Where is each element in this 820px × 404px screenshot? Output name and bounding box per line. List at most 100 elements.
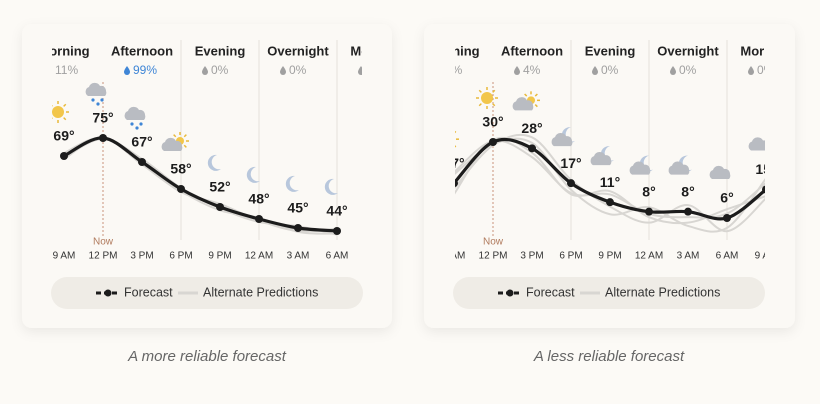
- precip-drop: [202, 66, 208, 75]
- forecast-point: [294, 224, 302, 232]
- weather-icon: [124, 106, 146, 130]
- temp-label: 8°: [681, 183, 694, 199]
- forecast-point: [99, 134, 107, 142]
- precip-drop: [514, 66, 520, 75]
- temp-label: 17°: [560, 155, 581, 171]
- x-tick-label: 9 AM: [443, 251, 466, 262]
- forecast-point: [606, 198, 614, 207]
- weather-icon: [285, 175, 299, 192]
- x-tick-label: 3 AM: [677, 251, 700, 262]
- precip-value: 99%: [133, 63, 157, 77]
- period-name: Morning: [740, 43, 791, 58]
- alternate-line: [455, 136, 765, 225]
- period-name: Evening: [195, 43, 246, 58]
- forecast-point: [489, 138, 497, 146]
- temp-label: 58°: [170, 161, 191, 177]
- precip-drop: [124, 66, 130, 75]
- legend-pill: [453, 277, 765, 309]
- precip-value: 1%: [445, 63, 463, 77]
- temp-label: 45°: [287, 200, 308, 216]
- temp-label: 67°: [131, 134, 152, 150]
- forecast-point: [333, 227, 341, 235]
- period-name: Evening: [585, 43, 636, 58]
- x-tick-label: 3 PM: [130, 251, 153, 262]
- precip-drop: [592, 66, 598, 75]
- legend: Forecast Alternate Predictions: [453, 277, 765, 309]
- temp-label: 15°: [755, 161, 776, 177]
- temp-label: 6°: [720, 190, 733, 206]
- legend-pill: [51, 277, 363, 309]
- forecast-point: [762, 185, 765, 194]
- x-tick-label: 3 PM: [520, 251, 543, 262]
- legend: Forecast Alternate Predictions: [51, 277, 363, 309]
- precip-drop: [280, 66, 286, 75]
- legend-swatch: [506, 289, 514, 297]
- x-tick-label: 9 PM: [208, 251, 231, 262]
- period-name: Afternoon: [501, 43, 563, 58]
- temp-label: 52°: [209, 179, 230, 195]
- forecast-point: [255, 215, 263, 223]
- weather-icon: [476, 87, 498, 109]
- caption: A less reliable forecast: [533, 348, 685, 365]
- temp-label: 69°: [53, 128, 74, 144]
- x-tick-label: 12 PM: [89, 251, 118, 262]
- weather-icon: [709, 165, 731, 179]
- precip-value: 0%: [211, 63, 229, 77]
- period-name: Morning: [350, 43, 401, 58]
- x-tick-label: 12 AM: [245, 251, 273, 262]
- x-tick-label: 9 AM: [755, 251, 778, 262]
- temp-label: 8°: [642, 183, 655, 199]
- x-tick-label: 6 PM: [559, 251, 582, 262]
- precip-value: 0%: [679, 63, 697, 77]
- precip-value: 11%: [55, 63, 78, 77]
- forecast-chart: Now Morning 11% Afternoon 99% Evening 0% Overni…: [52, 40, 401, 262]
- forecast-point: [528, 144, 536, 153]
- forecast-point: [684, 207, 692, 216]
- temp-label: 11°: [600, 174, 620, 190]
- weather-icon: [748, 137, 765, 151]
- temp-label: 28°: [521, 120, 542, 136]
- period-name: Overnight: [657, 43, 719, 58]
- precip-value: 0%: [289, 63, 307, 77]
- forecast-point: [216, 203, 224, 211]
- legend-label: Forecast: [526, 285, 575, 299]
- forecast-point: [177, 185, 185, 193]
- weather-icon: [629, 155, 653, 175]
- x-tick-label: 6 AM: [716, 251, 739, 262]
- x-tick-label: 6 AM: [326, 251, 349, 262]
- legend-swatch: [104, 289, 112, 297]
- forecast-chart: Now Morning 1% Afternoon 4% Evening 0% Overnigh…: [428, 40, 791, 262]
- weather-icon: [455, 130, 459, 148]
- temp-label: 30°: [482, 114, 503, 130]
- period-name: Afternoon: [111, 43, 173, 58]
- temp-label: 48°: [248, 191, 269, 207]
- precip-drop: [748, 66, 754, 75]
- now-label: Now: [93, 237, 114, 248]
- precip-drop: [670, 66, 676, 75]
- temp-label: 75°: [92, 110, 113, 126]
- x-tick-label: 9 AM: [53, 251, 76, 262]
- period-name: Morning: [428, 43, 479, 58]
- legend-label: Alternate Predictions: [203, 285, 318, 299]
- weather-icon: [246, 166, 260, 183]
- card: [22, 24, 392, 328]
- weather-icon: [324, 178, 338, 195]
- weather-icon: [85, 82, 107, 106]
- legend-label: Alternate Predictions: [605, 285, 720, 299]
- x-tick-label: 3 AM: [287, 251, 310, 262]
- period-name: Overnight: [267, 43, 329, 58]
- x-tick-label: 12 AM: [635, 251, 663, 262]
- forecast-point: [60, 152, 68, 160]
- temp-label: 17°: [443, 155, 464, 171]
- precip-value: 0%: [757, 63, 775, 77]
- forecast-point: [455, 179, 458, 188]
- weather-icon: [668, 155, 692, 175]
- weather-icon: [551, 127, 575, 147]
- now-label: Now: [483, 237, 504, 248]
- alternate-line: [455, 139, 765, 219]
- weather-icon: [207, 154, 221, 171]
- caption: A more reliable forecast: [127, 348, 287, 365]
- forecast-point: [138, 158, 146, 166]
